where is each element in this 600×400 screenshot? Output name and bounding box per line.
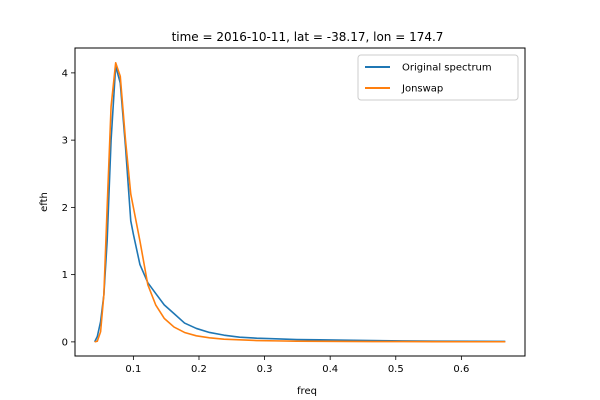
series-line-original-spectrum	[93, 65, 506, 343]
y-axis-label: efth	[39, 192, 50, 212]
series-line-jonswap	[94, 61, 506, 343]
series-layer	[93, 61, 506, 343]
legend: Original spectrum Jonswap	[357, 54, 519, 101]
x-tick-label: 0.6	[453, 364, 469, 375]
x-axis-label: freq	[297, 386, 317, 397]
x-tick-label: 0.4	[322, 364, 338, 375]
y-tick-label: 4	[62, 68, 68, 79]
plot-area	[74, 47, 526, 357]
y-tick-label: 1	[62, 270, 68, 281]
legend-label-jonswap: Jonswap	[401, 84, 443, 95]
x-tick-label: 0.5	[388, 364, 404, 375]
x-tick-label: 0.3	[257, 364, 273, 375]
x-tick-label: 0.1	[125, 364, 141, 375]
y-tick-label: 0	[62, 337, 68, 348]
legend-label-original-spectrum: Original spectrum	[402, 63, 492, 74]
y-tick-label: 2	[62, 203, 68, 214]
y-axis: 0 1 2 3 4	[62, 68, 75, 348]
y-tick-label: 3	[62, 136, 68, 147]
x-axis: 0.1 0.2 0.3 0.4 0.5 0.6	[125, 356, 469, 375]
chart-title: time = 2016-10-11, lat = -38.17, lon = 1…	[172, 30, 444, 44]
x-tick-label: 0.2	[191, 364, 207, 375]
legend-frame	[357, 54, 519, 101]
